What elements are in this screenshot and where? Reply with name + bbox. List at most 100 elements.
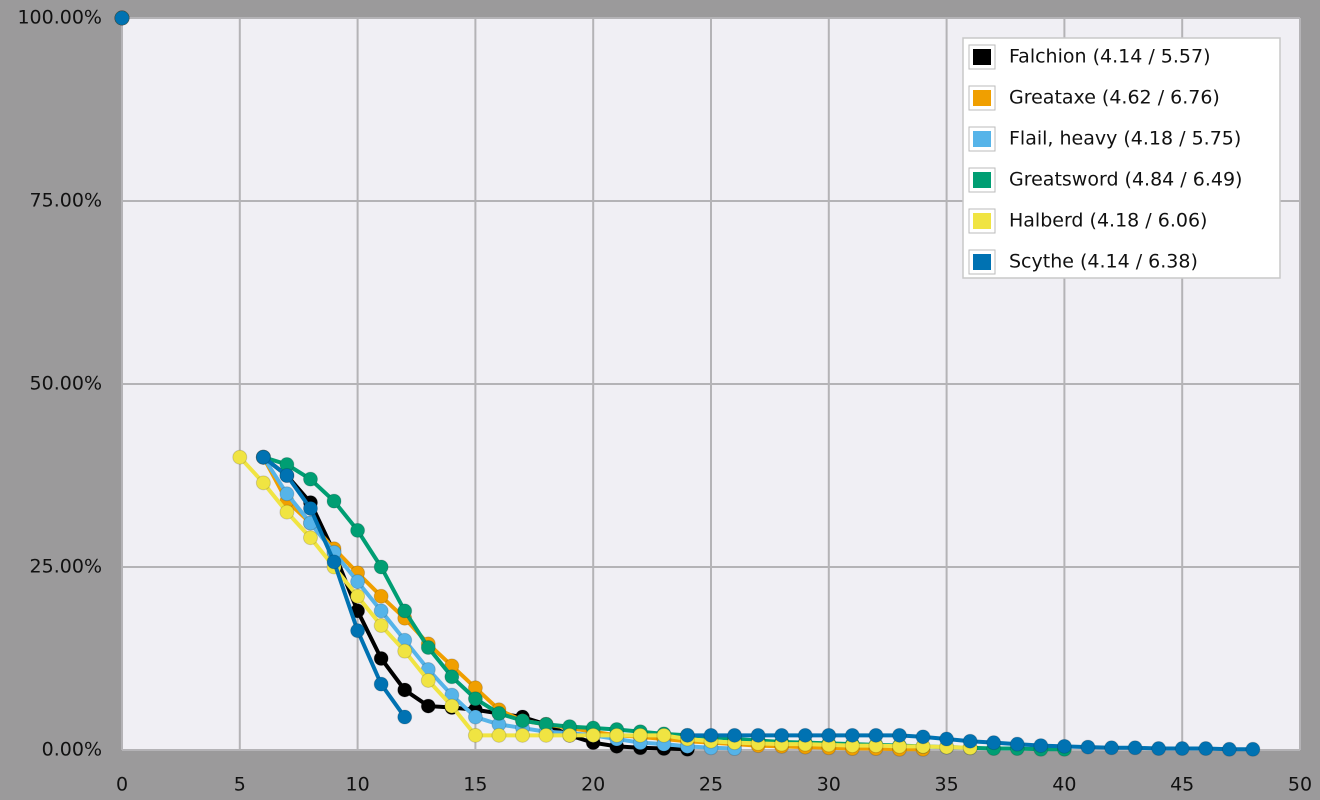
data-point [939,731,955,747]
legend-label: Greataxe (4.62 / 6.76) [1009,87,1220,109]
data-point [1080,739,1096,755]
data-point [279,468,295,483]
data-point [397,643,413,659]
data-point [962,733,978,749]
data-point [1056,738,1072,754]
data-point [326,493,342,509]
data-point [373,651,389,666]
legend-item: Falchion (4.14 / 5.57) [968,44,1211,70]
data-point [114,10,130,26]
x-tick-label: 30 [817,774,841,796]
data-point [232,449,248,465]
data-point [350,574,366,590]
data-point [1127,740,1143,756]
data-point [444,698,460,714]
data-point [302,530,318,546]
legend-item: Halberd (4.18 / 6.06) [968,208,1207,234]
data-point [538,727,554,743]
data-point [515,727,531,743]
data-point [844,727,860,743]
legend-label: Halberd (4.18 / 6.06) [1009,210,1207,232]
legend-swatch [973,49,991,65]
data-point [1009,736,1025,752]
data-point [420,640,436,656]
data-point [302,500,318,516]
data-point [986,735,1002,751]
y-tick-label: 100.00% [17,7,102,29]
data-point [373,559,389,575]
data-point [373,588,389,604]
data-point [420,698,436,714]
data-point [868,727,884,743]
data-point [397,603,413,619]
data-point [397,709,413,725]
legend-swatch [973,172,991,188]
x-tick-label: 10 [346,774,370,796]
data-point [420,672,436,688]
legend-swatch [973,131,991,147]
legend-swatch [973,213,991,229]
y-tick-label: 0.00% [42,739,102,761]
data-point [255,475,271,491]
legend-label: Flail, heavy (4.18 / 5.75) [1009,128,1241,150]
data-point [585,727,601,743]
data-point [774,727,790,743]
legend-label: Scythe (4.14 / 6.38) [1009,251,1198,273]
data-point [679,727,695,743]
data-point [491,705,507,721]
x-tick-label: 0 [116,774,128,796]
x-tick-label: 35 [935,774,959,796]
legend-item: Scythe (4.14 / 6.38) [968,249,1198,275]
data-point [891,727,907,743]
data-point [915,729,931,745]
data-point [350,522,366,538]
data-point [444,669,460,685]
data-point [302,471,318,487]
data-point [467,709,483,725]
x-tick-label: 25 [699,774,723,796]
data-point [373,676,389,692]
data-point [326,554,342,570]
data-point [1104,740,1120,756]
legend-box [962,37,1281,279]
data-point [373,603,389,619]
data-point [491,727,507,743]
data-point [255,449,271,465]
data-point [1198,741,1214,757]
legend: Falchion (4.14 / 5.57) Greataxe (4.62 / 6… [962,37,1281,279]
x-tick-label: 5 [234,774,246,796]
data-point [656,727,672,743]
data-point [1151,741,1167,757]
y-tick-label: 50.00% [30,373,102,395]
data-point [750,727,766,743]
x-tick-label: 40 [1052,774,1076,796]
legend-swatch [973,90,991,106]
data-point [1245,741,1261,757]
x-tick-label: 20 [581,774,605,796]
data-point [609,727,625,743]
data-point [1221,741,1237,757]
legend-item: Flail, heavy (4.18 / 5.75) [968,126,1241,152]
data-point [467,691,483,707]
x-tick-label: 15 [463,774,487,796]
data-point [632,727,648,743]
y-tick-label: 25.00% [30,556,102,578]
data-point [467,727,483,743]
data-point [515,713,531,729]
legend-swatch [973,254,991,270]
data-point [350,588,366,604]
legend-item: Greatsword (4.84 / 6.49) [968,167,1242,193]
x-tick-label: 45 [1170,774,1194,796]
data-point [821,727,837,743]
data-point [1033,738,1049,754]
data-point [562,727,578,743]
data-point [397,682,413,698]
data-point [279,486,295,502]
data-point [703,727,719,743]
data-point [373,618,389,634]
data-point [797,727,813,743]
x-tick-label: 50 [1288,774,1312,796]
data-point [279,504,295,520]
